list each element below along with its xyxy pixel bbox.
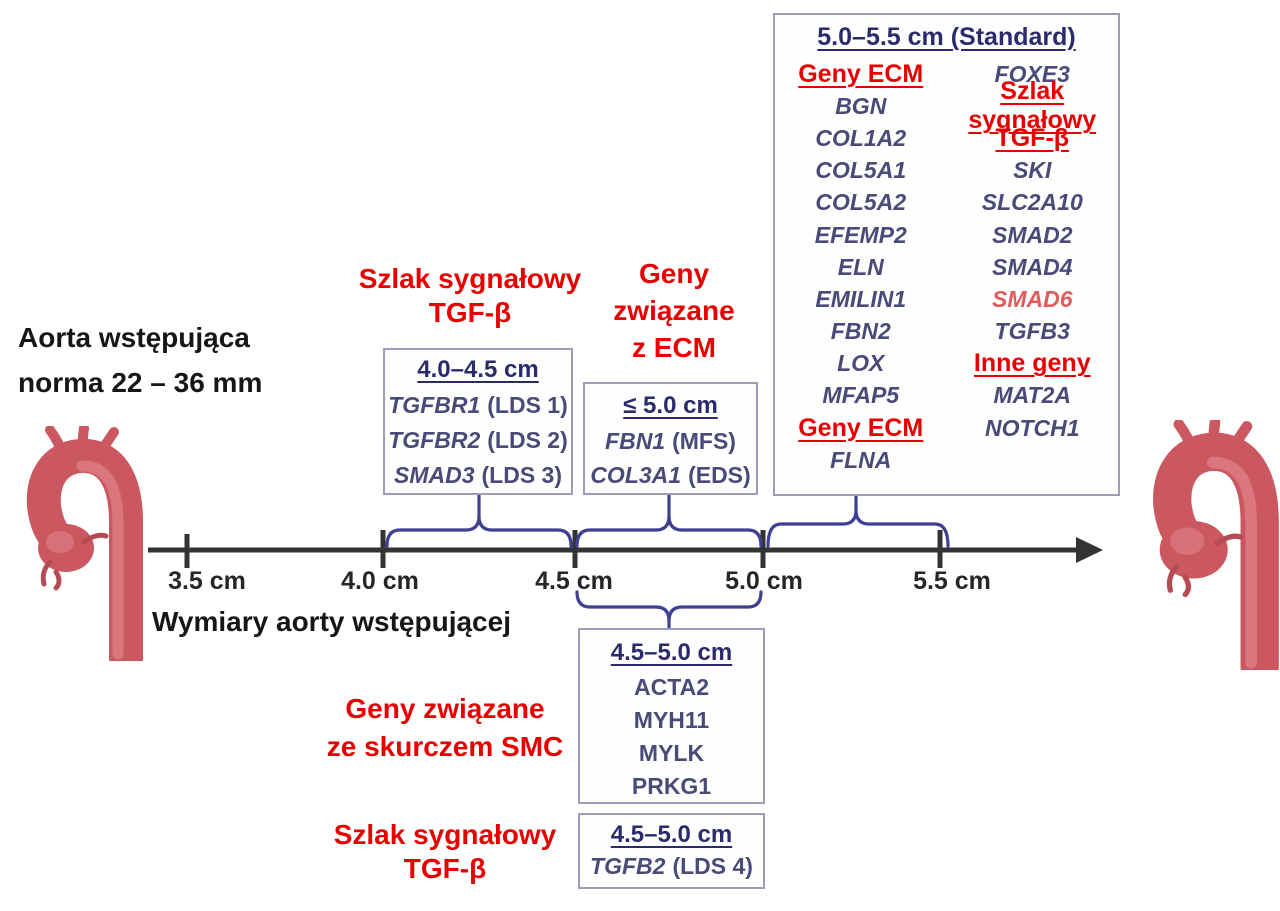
standard-box-left-column: Geny ECM BGN COL1A2 COL5A1 COL5A2 EFEMP2…	[775, 58, 947, 476]
axis-arrowhead-icon	[1076, 537, 1103, 563]
brace-4.5-5.0-down	[575, 590, 763, 623]
label-smc-contraction-genes: Geny związane ze skurczem SMC	[310, 690, 580, 766]
normal-range-line1: Aorta wstępująca	[18, 322, 250, 353]
label-line: związane	[613, 295, 735, 326]
box-title: 5.0–5.5 cm (Standard)	[817, 23, 1076, 51]
normal-range-note: Aorta wstępująca norma 22 – 36 mm	[18, 315, 262, 405]
brace-4.5-5.0-up	[575, 514, 763, 548]
label-line: Geny	[638, 258, 710, 289]
column-header: TGF-β	[995, 123, 1070, 152]
gene-entry: NOTCH1	[984, 414, 1080, 441]
column-header: Szlak sygnałowy	[968, 77, 1097, 135]
label-line: ze skurczem SMC	[326, 731, 564, 762]
aorta-arch-icon	[1153, 432, 1279, 670]
tick-label-5.5cm: 5.5 cm	[913, 567, 991, 595]
box-4.5-5.0cm-smc: 4.5–5.0 cm ACTA2 MYH11 MYLK PRKG1	[578, 628, 765, 804]
gene-entry: COL1A2	[815, 124, 907, 151]
box-4.5-5.0cm-tgfb2: 4.5–5.0 cm TGFB2 (LDS 4)	[578, 813, 765, 889]
gene-entry: ELN	[837, 253, 884, 280]
aorta-illustration-left	[26, 426, 143, 661]
gene-entry: COL3A1 (EDS)	[590, 462, 751, 488]
brace-5.0-5.5	[766, 508, 950, 548]
gene-entry: SMAD4	[991, 253, 1073, 280]
aorta-illustration-right	[1153, 420, 1279, 670]
aorta-highlight	[1207, 456, 1258, 669]
gene-entry: PRKG1	[631, 773, 712, 799]
label-line: z ECM	[632, 332, 716, 363]
empty-row	[947, 444, 1119, 476]
box-title: ≤ 5.0 cm	[623, 392, 718, 419]
gene-entry: MYLK	[638, 740, 705, 766]
gene-entry: SLC2A10	[981, 189, 1083, 216]
dimension-axis	[148, 530, 1103, 568]
coronary-vessels-icon	[40, 532, 109, 591]
gene-entry: MYH11	[633, 707, 710, 733]
axis-caption: Wymiary aorty wstępującej	[152, 606, 511, 637]
gene-entry: FBN2	[830, 318, 891, 345]
gene-entry: SMAD3 (LDS 3)	[393, 462, 562, 488]
coronary-vessels-icon	[1166, 533, 1244, 598]
label-tgf-signaling-bottom: Szlak sygnałowy TGF-β	[310, 818, 580, 886]
aortic-root-highlight	[46, 531, 74, 553]
gene-entry: LOX	[837, 350, 885, 377]
gene-entry: FOXE3	[994, 60, 1070, 87]
label-line: Geny związane	[345, 693, 545, 724]
label-line: TGF-β	[403, 853, 487, 884]
brace-4.0-4.5	[385, 514, 573, 548]
box-5.0-5.5cm-standard: 5.0–5.5 cm (Standard) Geny ECM BGN COL1A…	[773, 13, 1120, 496]
box-title: 4.5–5.0 cm	[610, 639, 733, 666]
box-le-5.0cm: ≤ 5.0 cm FBN1 (MFS) COL3A1 (EDS)	[583, 382, 758, 495]
column-header: Inne geny	[973, 349, 1091, 378]
gene-entry: EMILIN1	[815, 285, 907, 312]
normal-range-line2: norma 22 – 36 mm	[18, 367, 263, 398]
aortic-root-highlight	[1170, 527, 1205, 556]
gene-entry: TGFBR2 (LDS 2)	[388, 427, 568, 453]
gene-entry: BGN	[835, 92, 887, 119]
aorta-arch-icon	[26, 438, 143, 661]
gene-entry-smad6: SMAD6	[991, 285, 1073, 312]
tick-label-3.5cm: 3.5 cm	[168, 567, 246, 595]
box-title: 4.0–4.5 cm	[417, 356, 539, 383]
box-4.0-4.5cm: 4.0–4.5 cm TGFBR1 (LDS 1) TGFBR2 (LDS 2) S…	[383, 348, 573, 495]
label-line: TGF-β	[428, 297, 512, 328]
tick-label-5.0cm: 5.0 cm	[725, 567, 803, 595]
aorta-highlight	[76, 460, 124, 660]
gene-entry: MFAP5	[822, 382, 900, 409]
label-line: Szlak sygnałowy	[358, 263, 582, 294]
label-tgf-signaling-top: Szlak sygnałowy TGF-β	[350, 262, 590, 330]
gene-entry: SKI	[1013, 157, 1052, 184]
gene-entry: SMAD2	[991, 221, 1073, 248]
gene-entry: TGFB3	[994, 318, 1070, 345]
standard-box-right-column: FOXE3 Szlak sygnałowy TGF-β SKI SLC2A10 …	[947, 58, 1119, 476]
gene-entry: COL5A1	[815, 157, 907, 184]
gene-entry: TGFBR1 (LDS 1)	[388, 392, 568, 418]
tick-label-4.0cm: 4.0 cm	[341, 567, 419, 595]
gene-entry: ACTA2	[634, 674, 709, 700]
gene-entry: FBN1 (MFS)	[605, 428, 736, 454]
gene-entry: EFEMP2	[814, 221, 907, 248]
column-header: Geny ECM	[798, 413, 924, 442]
column-header: Geny ECM	[798, 59, 924, 88]
label-line: Szlak sygnałowy	[333, 819, 557, 850]
gene-entry: COL5A2	[815, 189, 907, 216]
tick-label-4.5cm: 4.5 cm	[535, 567, 613, 595]
box-title: 4.5–5.0 cm	[610, 821, 733, 848]
label-ecm-genes: Geny związane z ECM	[598, 255, 750, 366]
gene-entry: MAT2A	[993, 382, 1071, 409]
gene-entry: FLNA	[830, 446, 892, 473]
gene-entry: TGFB2 (LDS 4)	[590, 853, 753, 879]
